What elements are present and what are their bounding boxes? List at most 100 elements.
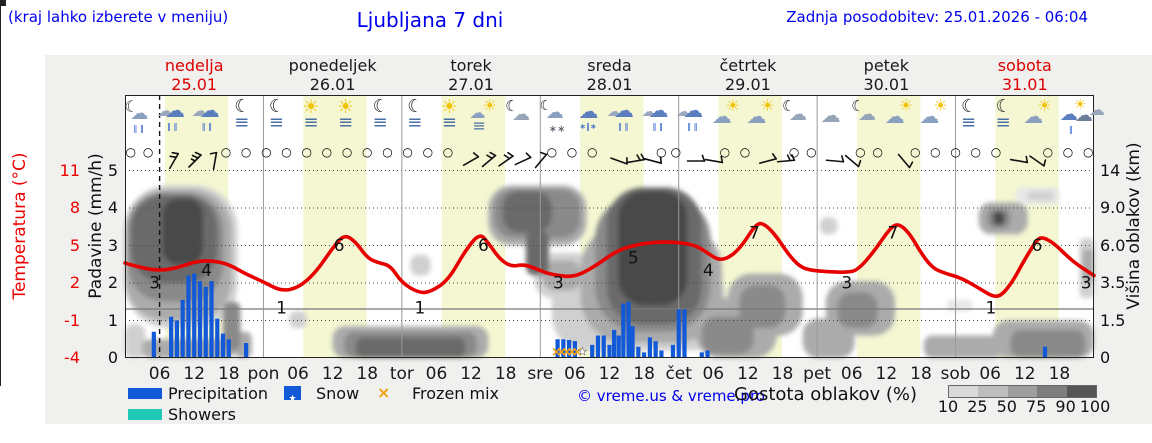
- minor-time-tick: [0, 368, 1, 372]
- glyph: ≡: [303, 112, 319, 133]
- hour-label: 12: [321, 364, 344, 384]
- cloud-height-tick-label: 1.5: [1100, 310, 1126, 330]
- glyph: ‖ ‖: [652, 122, 664, 131]
- glyph: ☁: [130, 103, 149, 124]
- hour-label: 18: [494, 364, 517, 384]
- minor-time-tick: [0, 372, 1, 378]
- wind-calm-icon: ○: [301, 145, 312, 159]
- glyph: ☀: [1073, 97, 1087, 113]
- wind-calm-icon: ○: [806, 145, 817, 159]
- glyph: ☾: [372, 96, 389, 117]
- svg-text:5: 5: [628, 249, 639, 269]
- cloud-density-colorbar: [948, 385, 1097, 398]
- weather-icon-cloud-rain: ☁ ☁ ‖ ‖: [606, 98, 642, 138]
- minor-time-tick: [0, 364, 1, 368]
- weather-icon-moon-cloud-snow: ☾ ☁ ∗∗: [537, 98, 573, 138]
- day-header-ponedeljek: ponedeljek 26.01: [263, 56, 401, 94]
- glyph: ☁: [746, 104, 767, 128]
- day-date: 28.01: [586, 75, 633, 94]
- precip-tick-label: 3: [107, 235, 118, 255]
- hour-label: 06: [840, 364, 863, 384]
- precip-type-markers: ×××××★: [551, 345, 588, 360]
- wind-calm-icon: ○: [950, 145, 961, 159]
- svg-text:6: 6: [1032, 236, 1043, 256]
- minor-time-tick: [0, 280, 1, 284]
- weather-icon-rain: ☁ ☁ ‖ ‖: [156, 98, 192, 138]
- minor-time-tick: [0, 326, 1, 330]
- wind-calm-icon: ○: [719, 145, 731, 159]
- minor-time-tick: [0, 354, 1, 358]
- right-axis-tick: [0, 5, 6, 6]
- minor-time-tick: [0, 336, 1, 340]
- hour-label: 12: [875, 364, 898, 384]
- minor-time-tick: [0, 242, 1, 246]
- wind-calm-icon: ○: [220, 145, 232, 159]
- glyph: ☁: [884, 104, 905, 128]
- cloud-density-layer: [125, 185, 1094, 358]
- minor-time-tick: [0, 46, 1, 50]
- glyph: ∗‖∗: [579, 122, 597, 131]
- glyph: ≡: [268, 112, 284, 133]
- glyph: ☁: [578, 99, 599, 123]
- right-axis-tick: [0, 3, 6, 4]
- weather-icon-moon-rain: ☾ ☁ ‖ ‖: [121, 98, 157, 138]
- weather-icon-sun-cloud: ☀ ☁: [1021, 98, 1057, 138]
- weather-icon-moon-fog: ☾ ≡: [952, 98, 988, 138]
- wind-calm-icon: ○: [1042, 145, 1054, 159]
- weather-icon-rain: ☁ ☁ ‖ ‖: [191, 98, 227, 138]
- glyph: ≡: [472, 116, 486, 135]
- day-name: torek: [450, 56, 492, 75]
- minor-time-tick: [0, 378, 1, 382]
- weather-icon-cloud-sleet: ☁ ∗‖∗: [571, 98, 607, 138]
- plot-frame: [125, 95, 1094, 358]
- svg-text:×: ×: [572, 345, 583, 360]
- wind-calm-icon: ○: [442, 145, 454, 159]
- colorbar-segment: [1007, 386, 1038, 397]
- frozen-mix-legend-label: Frozen mix: [412, 384, 500, 403]
- precipitation-bars: [151, 273, 1048, 358]
- hour-label: 12: [460, 364, 482, 384]
- day-abbrev-tor: tor: [389, 364, 414, 384]
- colorbar-segment: [949, 386, 979, 397]
- minor-time-tick: [0, 266, 1, 270]
- minor-time-tick: [0, 130, 1, 134]
- wind-calm-icon: ○: [656, 145, 667, 159]
- minor-time-tick: [0, 154, 1, 158]
- hour-label: 18: [633, 364, 655, 384]
- hour-label: 12: [737, 364, 759, 384]
- weather-icon-sun-cloud: ☀ ☁: [917, 98, 953, 138]
- weather-icon-sun-cloud: ☀ ☁: [744, 98, 780, 138]
- minor-time-tick: [0, 330, 1, 336]
- minor-time-tick: [0, 308, 1, 312]
- minor-time-tick: [0, 260, 1, 266]
- glyph: ☁: [1059, 104, 1078, 125]
- glyph: ☁: [512, 104, 531, 125]
- right-axis-tick: [0, 4, 6, 5]
- glyph: ☀: [725, 96, 741, 115]
- weather-icon-sun-fog: ☀ ≡: [433, 98, 469, 138]
- day-date: 27.01: [448, 75, 494, 94]
- minor-time-tick: [0, 256, 1, 260]
- svg-text:1: 1: [276, 299, 287, 319]
- minor-time-tick: [0, 382, 1, 386]
- minor-time-tick: [0, 252, 1, 256]
- weather-icon-sun-cloud: ☀ ☁: [710, 98, 746, 138]
- glyph: ☁: [545, 102, 564, 123]
- temp-tick-label: 2: [69, 273, 80, 292]
- weather-icon-sun-fog: ☀ ≡: [329, 98, 365, 138]
- minor-time-tick: [0, 148, 1, 154]
- minor-time-tick: [0, 92, 1, 98]
- wind-calm-icon: ○: [855, 145, 866, 159]
- wind-calm-icon: ○: [546, 145, 558, 159]
- glyph: ‖ ‖: [167, 122, 178, 131]
- minor-time-tick: [0, 210, 1, 214]
- wind-calm-icon: ○: [788, 145, 800, 159]
- wind-calm-icon: ○: [281, 145, 292, 159]
- glyph: ☾: [781, 97, 796, 115]
- minor-time-tick: [0, 196, 1, 200]
- day-abbrev-čet: čet: [665, 364, 692, 384]
- minor-time-tick: [0, 74, 1, 78]
- last-update: Zadnja posodobitev: 25.01.2026 - 06:04: [786, 8, 1088, 26]
